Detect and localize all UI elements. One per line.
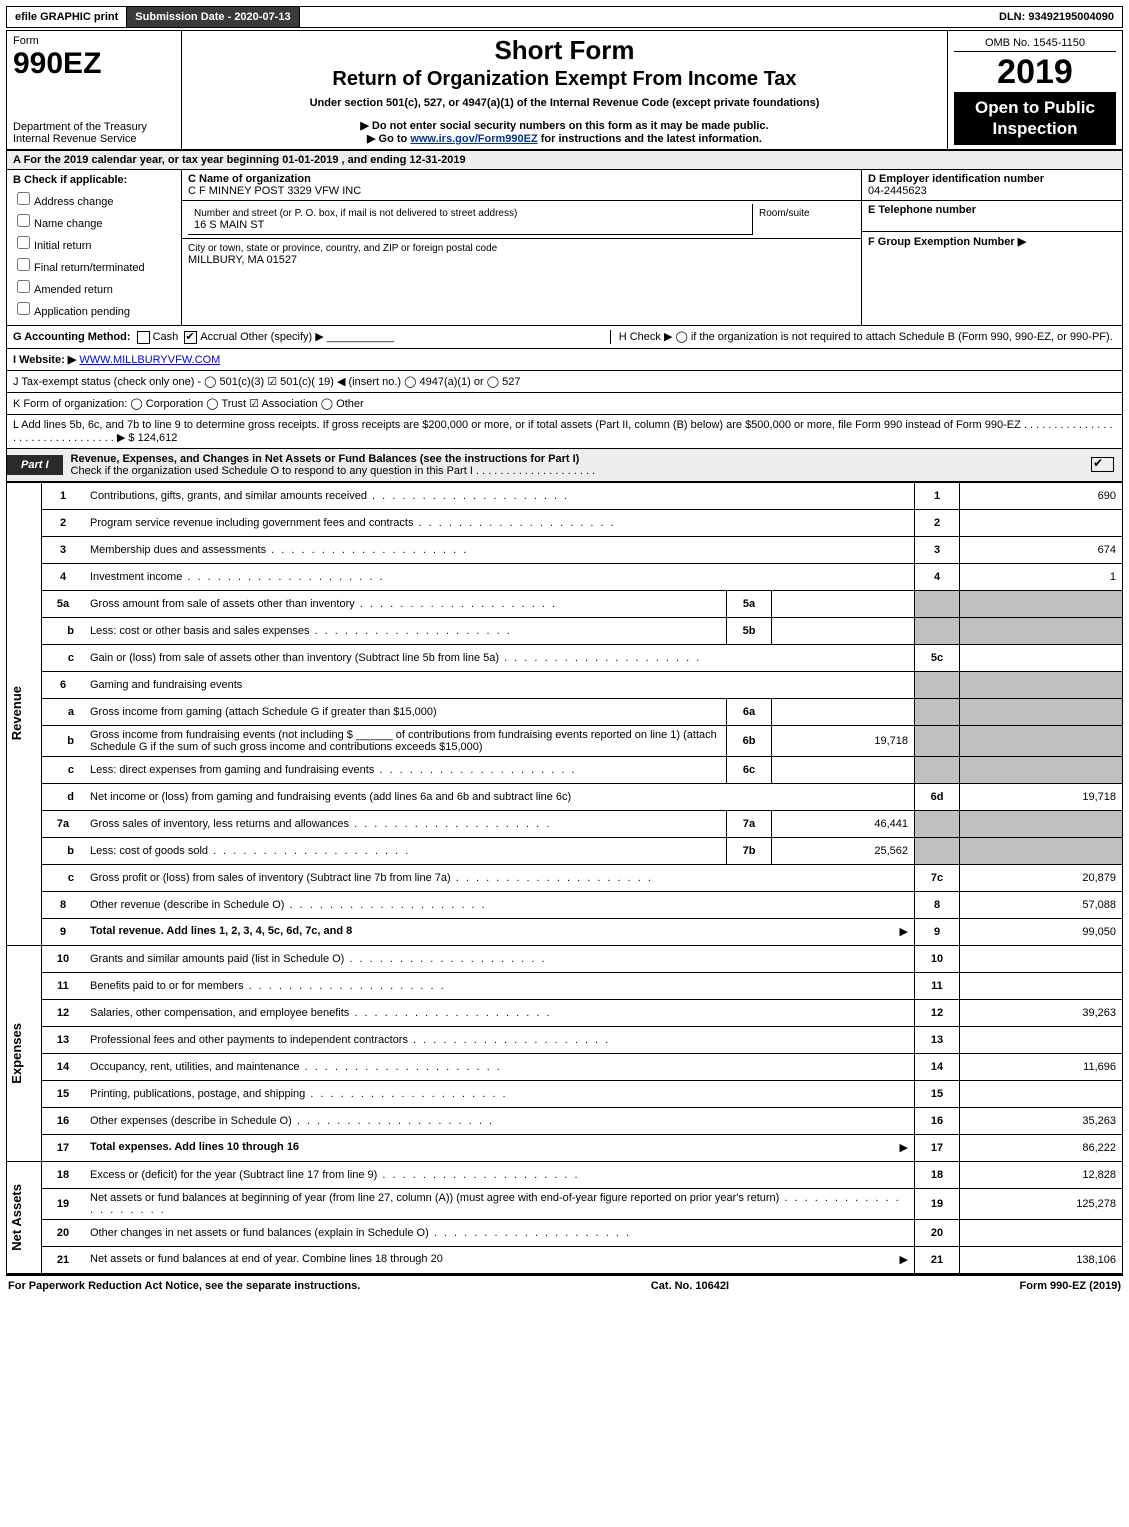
cat-no: Cat. No. 10642I <box>651 1280 729 1292</box>
check-address-change[interactable]: Address change <box>13 189 175 208</box>
website-link[interactable]: WWW.MILLBURYVFW.COM <box>79 354 220 366</box>
form-word: Form <box>13 35 39 47</box>
open-to-public: Open to Public Inspection <box>954 92 1116 145</box>
part-i-table: Revenue 1Contributions, gifts, grants, a… <box>6 482 1123 1274</box>
goto-prefix: ▶ Go to <box>367 133 410 145</box>
org-name: C F MINNEY POST 3329 VFW INC <box>188 185 361 197</box>
f-label: F Group Exemption Number ▶ <box>868 236 1026 248</box>
part-i-checkbox[interactable] <box>1091 457 1114 472</box>
section-c: C Name of organization C F MINNEY POST 3… <box>182 170 862 326</box>
accrual-label: Accrual <box>200 331 237 343</box>
subtitle-1: Under section 501(c), 527, or 4947(a)(1)… <box>188 97 941 109</box>
dln: DLN: 93492195004090 <box>991 7 1122 27</box>
goto-suffix: for instructions and the latest informat… <box>541 133 762 145</box>
table-row: Revenue 1Contributions, gifts, grants, a… <box>7 482 1123 509</box>
netassets-label: Net Assets <box>7 1161 42 1273</box>
city: MILLBURY, MA 01527 <box>188 254 297 266</box>
i-label: I Website: ▶ <box>13 354 76 366</box>
tax-year: 2019 <box>954 53 1116 92</box>
top-bar: efile GRAPHIC print Submission Date - 20… <box>6 6 1123 28</box>
form-header: Form 990EZ Department of the Treasury In… <box>6 30 1123 151</box>
h-text: H Check ▶ ◯ if the organization is not r… <box>610 330 1116 344</box>
room-label: Room/suite <box>759 208 810 219</box>
c-label: C Name of organization <box>188 173 311 185</box>
dept-label: Department of the Treasury Internal Reve… <box>13 121 175 145</box>
form-title-block: Short Form Return of Organization Exempt… <box>182 31 947 149</box>
omb: OMB No. 1545-1150 <box>954 35 1116 52</box>
check-name-change[interactable]: Name change <box>13 211 175 230</box>
city-label: City or town, state or province, country… <box>188 243 497 254</box>
return-title: Return of Organization Exempt From Incom… <box>188 68 941 91</box>
line-k: K Form of organization: ◯ Corporation ◯ … <box>6 393 1123 415</box>
part-i-tag: Part I <box>7 455 63 475</box>
paperwork-notice: For Paperwork Reduction Act Notice, see … <box>8 1280 360 1292</box>
part-i-header: Part I Revenue, Expenses, and Changes in… <box>6 449 1123 482</box>
line-g-h: G Accounting Method: Cash Accrual Other … <box>6 326 1123 349</box>
section-def: D Employer identification number 04-2445… <box>862 170 1122 326</box>
line-i: I Website: ▶ WWW.MILLBURYVFW.COM <box>6 349 1123 371</box>
check-initial-return[interactable]: Initial return <box>13 233 175 252</box>
b-label: B Check if applicable: <box>13 174 127 186</box>
subtitle-3: ▶ Go to www.irs.gov/Form990EZ for instru… <box>188 132 941 145</box>
part-i-sub: Check if the organization used Schedule … <box>71 465 596 477</box>
efile-label[interactable]: efile GRAPHIC print <box>7 7 127 27</box>
form-ref: Form 990-EZ (2019) <box>1020 1280 1121 1292</box>
form-year-block: OMB No. 1545-1150 2019 Open to Public In… <box>947 31 1122 149</box>
expenses-label: Expenses <box>7 945 42 1161</box>
section-a: A For the 2019 calendar year, or tax yea… <box>6 151 1123 170</box>
cash-label: Cash <box>153 331 179 343</box>
subtitle-2: ▶ Do not enter social security numbers o… <box>188 119 941 132</box>
part-i-title: Revenue, Expenses, and Changes in Net As… <box>71 449 1091 481</box>
short-form-title: Short Form <box>188 35 941 66</box>
info-grid: B Check if applicable: Address change Na… <box>6 170 1123 326</box>
line-j: J Tax-exempt status (check only one) - ◯… <box>6 371 1123 393</box>
irs-link[interactable]: www.irs.gov/Form990EZ <box>410 133 537 145</box>
check-final-return[interactable]: Final return/terminated <box>13 255 175 274</box>
revenue-label: Revenue <box>7 482 42 945</box>
form-number: 990EZ <box>13 47 101 80</box>
g-label: G Accounting Method: <box>13 331 131 343</box>
line-l: L Add lines 5b, 6c, and 7b to line 9 to … <box>6 415 1123 449</box>
d-label: D Employer identification number <box>868 173 1044 185</box>
form-id-block: Form 990EZ Department of the Treasury In… <box>7 31 182 149</box>
check-amended-return[interactable]: Amended return <box>13 277 175 296</box>
submission-date: Submission Date - 2020-07-13 <box>127 7 299 27</box>
other-label: Other (specify) ▶ <box>240 331 324 343</box>
check-application-pending[interactable]: Application pending <box>13 299 175 318</box>
ein: 04-2445623 <box>868 185 927 197</box>
spacer <box>300 7 991 27</box>
section-b: B Check if applicable: Address change Na… <box>7 170 182 326</box>
page-footer: For Paperwork Reduction Act Notice, see … <box>6 1274 1123 1296</box>
check-accrual[interactable] <box>184 331 197 344</box>
e-label: E Telephone number <box>868 204 976 216</box>
street: 16 S MAIN ST <box>194 219 264 231</box>
check-cash[interactable] <box>137 331 150 344</box>
street-label: Number and street (or P. O. box, if mail… <box>194 208 517 219</box>
